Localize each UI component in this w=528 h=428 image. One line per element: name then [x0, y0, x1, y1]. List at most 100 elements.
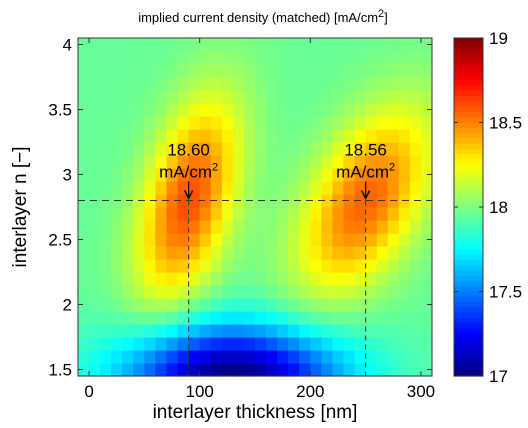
heatmap-cell — [155, 194, 168, 208]
heatmap-cell — [177, 311, 190, 325]
heatmap-cell — [398, 350, 411, 364]
heatmap-cell — [221, 363, 234, 377]
heatmap-cell — [343, 38, 356, 52]
colorbar-band — [454, 138, 483, 145]
heatmap-cell — [133, 246, 145, 260]
heatmap-cell — [343, 168, 356, 182]
heatmap-cell — [398, 337, 411, 351]
heatmap-cell — [310, 363, 322, 377]
colorbar-band — [454, 344, 483, 351]
heatmap-cell — [122, 129, 134, 143]
heatmap-cell — [155, 298, 168, 312]
heatmap-cell — [255, 116, 267, 130]
heatmap-cell — [188, 90, 201, 104]
heatmap-cell — [266, 298, 278, 312]
heatmap-cell — [255, 51, 267, 65]
heatmap-cell — [199, 350, 212, 364]
heatmap-cell — [420, 285, 433, 299]
colorbar-band — [454, 328, 483, 335]
heatmap-cell — [210, 168, 223, 182]
heatmap-cell — [188, 233, 201, 247]
heatmap-cell — [255, 155, 267, 169]
heatmap-cell — [299, 363, 311, 377]
heatmap-cell — [255, 298, 267, 312]
heatmap-cell — [133, 298, 145, 312]
heatmap-cell — [243, 233, 256, 247]
heatmap-cells — [78, 38, 433, 377]
heatmap-cell — [166, 116, 179, 130]
heatmap-cell — [299, 116, 311, 130]
heatmap-cell — [166, 168, 179, 182]
heatmap-cell — [122, 77, 134, 91]
heatmap-cell — [166, 285, 179, 299]
heatmap-cell — [133, 259, 145, 273]
heatmap-cell — [409, 233, 422, 247]
heatmap-cell — [243, 129, 256, 143]
heatmap-cell — [343, 207, 356, 221]
heatmap-cell — [89, 233, 101, 247]
heatmap-cell — [354, 272, 367, 286]
heatmap-cell — [365, 285, 378, 299]
heatmap-cell — [288, 116, 300, 130]
colorbar-band — [454, 74, 483, 81]
heatmap-cell — [420, 90, 433, 104]
heatmap-cell — [409, 64, 422, 78]
heatmap-cell — [166, 194, 179, 208]
annotation-arrow-head — [183, 190, 194, 201]
heatmap-cell — [376, 155, 389, 169]
heatmap-cell — [343, 194, 356, 208]
heatmap-cell — [266, 259, 278, 273]
heatmap-cell — [420, 142, 433, 156]
colorbar-band — [454, 111, 483, 118]
heatmap-cell — [155, 181, 168, 195]
heatmap-cell — [277, 363, 289, 377]
heatmap-cell — [343, 64, 356, 78]
heatmap-cell — [232, 129, 245, 143]
heatmap-cell — [343, 116, 356, 130]
heatmap-cell — [277, 103, 289, 117]
heatmap-cell — [398, 142, 411, 156]
heatmap-cell — [299, 311, 311, 325]
heatmap-cell — [100, 155, 112, 169]
heatmap-cell — [332, 337, 345, 351]
heatmap-cell — [277, 51, 289, 65]
heatmap-cell — [188, 324, 201, 338]
heatmap-cell — [111, 51, 123, 65]
heatmap-cell — [144, 142, 157, 156]
colorbar-tick-label: 18 — [489, 198, 508, 217]
heatmap-cell — [288, 324, 300, 338]
heatmap-cell — [376, 311, 389, 325]
heatmap-cell — [299, 246, 311, 260]
heatmap-cell — [177, 272, 190, 286]
heatmap-cell — [122, 181, 134, 195]
heatmap-cell — [177, 337, 190, 351]
heatmap-cell — [122, 259, 134, 273]
heatmap-cell — [288, 51, 300, 65]
heatmap-cell — [100, 129, 112, 143]
heatmap-cell — [365, 324, 378, 338]
heatmap-cell — [277, 142, 289, 156]
heatmap-cell — [266, 311, 278, 325]
heatmap-cell — [321, 116, 334, 130]
heatmap-cell — [365, 155, 378, 169]
heatmap-cell — [387, 142, 400, 156]
heatmap-cell — [89, 259, 101, 273]
heatmap-cell — [210, 64, 223, 78]
heatmap-cell — [188, 181, 201, 195]
heatmap-cell — [365, 181, 378, 195]
heatmap-cell — [78, 103, 90, 117]
heatmap-cell — [321, 155, 334, 169]
heatmap-cell — [232, 285, 245, 299]
heatmap-cell — [232, 363, 245, 377]
x-axis-ticks: 0 100 200 300 — [84, 38, 435, 401]
heatmap-cell — [354, 142, 367, 156]
colorbar-band — [454, 323, 483, 330]
heatmap-cell — [199, 207, 212, 221]
heatmap-cell — [365, 90, 378, 104]
colorbar-band — [454, 59, 483, 66]
heatmap-cell — [144, 337, 157, 351]
heatmap-cell — [321, 129, 334, 143]
heatmap-cell — [89, 311, 101, 325]
heatmap-cell — [122, 298, 134, 312]
heatmap-cell — [310, 38, 322, 52]
